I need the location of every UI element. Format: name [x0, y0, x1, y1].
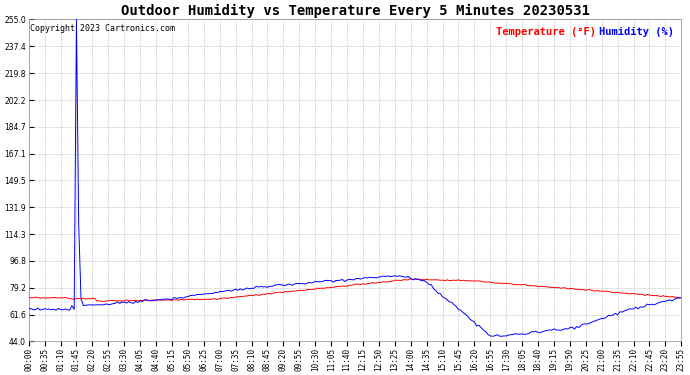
Legend: Temperature (°F), Humidity (%): Temperature (°F), Humidity (%): [494, 25, 676, 39]
Title: Outdoor Humidity vs Temperature Every 5 Minutes 20230531: Outdoor Humidity vs Temperature Every 5 …: [121, 4, 589, 18]
Text: Copyright 2023 Cartronics.com: Copyright 2023 Cartronics.com: [30, 24, 175, 33]
